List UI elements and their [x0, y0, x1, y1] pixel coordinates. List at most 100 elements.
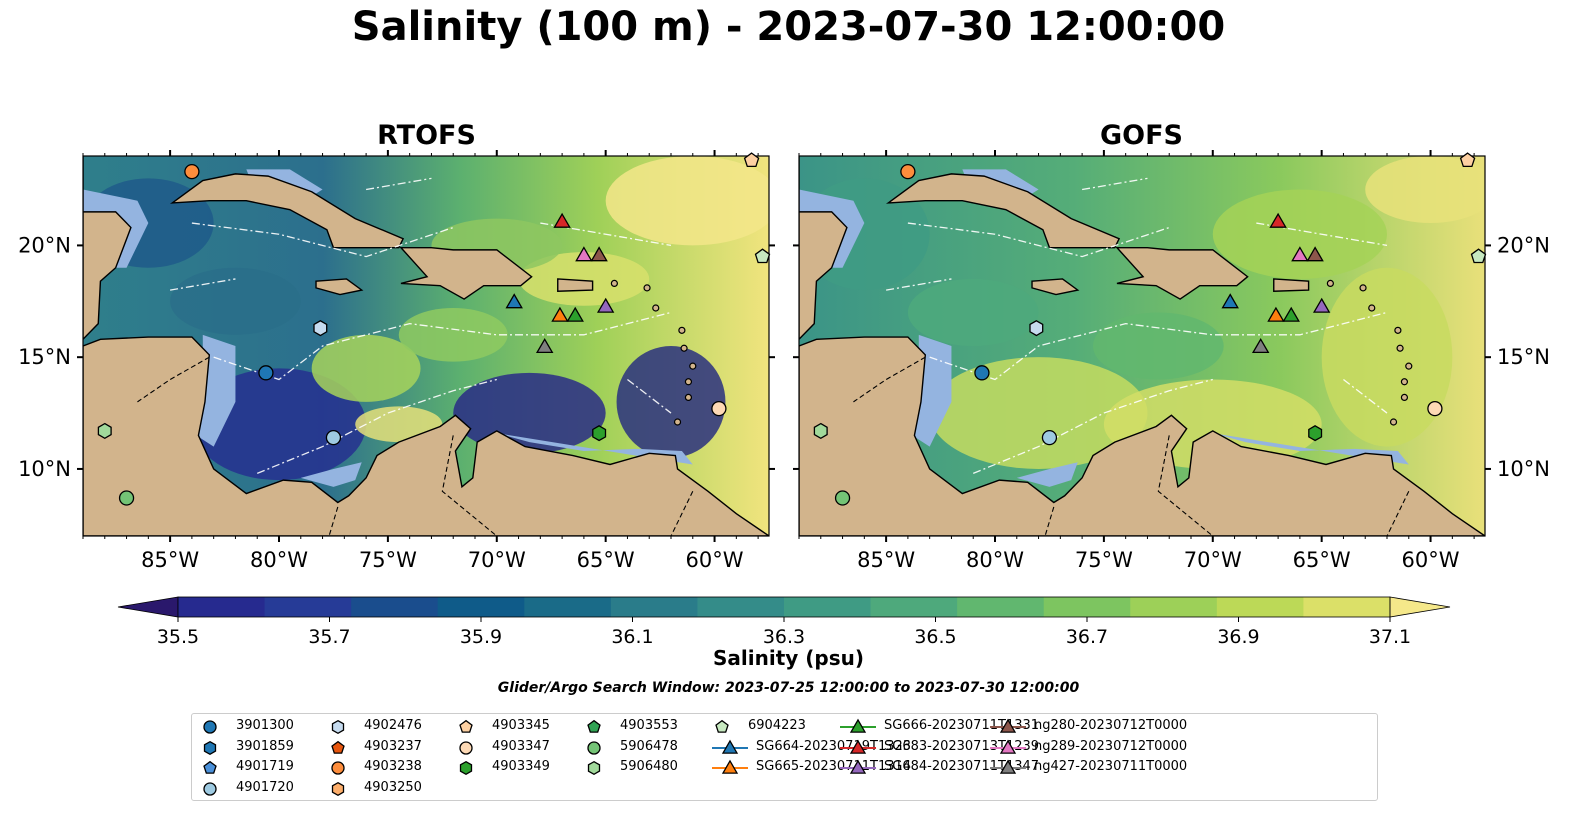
marker-4903345 [743, 152, 760, 168]
marker-SG665-20230711T1314 [1267, 306, 1285, 322]
colorbar-segment [1130, 597, 1218, 617]
eez-boundary [191, 222, 454, 258]
island [689, 362, 697, 370]
lon-tick-label: 65°W [577, 548, 635, 572]
salinity-feature [1212, 189, 1387, 279]
salinity-feature [518, 252, 650, 306]
lon-tick-label: 60°W [686, 548, 744, 572]
legend-label: 3901859 [236, 738, 294, 754]
colorbar-segment [870, 597, 958, 617]
lon-tick-label: 80°W [250, 548, 308, 572]
marker-4903349 [1308, 425, 1323, 442]
legend-marker [459, 760, 473, 776]
marker-ng280-20230712T0000 [1306, 246, 1324, 262]
island [673, 418, 682, 426]
lon-tick-label: 60°W [1402, 548, 1460, 572]
legend-triangle [999, 739, 1017, 754]
legend-marker [331, 719, 345, 735]
marker-SG684-20230711T1347 [1312, 297, 1331, 313]
marker-3901300 [258, 365, 274, 381]
land-mainland [83, 336, 769, 536]
legend-label: SG665-20230711T1314 [756, 759, 912, 774]
legend-triangle [849, 718, 867, 733]
eez-boundary [1082, 177, 1148, 191]
legend-marker [587, 740, 601, 755]
marker-SG665-20230711T1314 [551, 306, 569, 322]
marker-5906478 [834, 490, 851, 506]
country-border [1386, 491, 1410, 536]
marker-ng289-20230712T0000 [1291, 246, 1309, 262]
legend-marker [331, 761, 345, 775]
legend-label: 4903553 [620, 718, 678, 733]
legend-label: 4903345 [492, 718, 550, 733]
eez-boundary [929, 311, 1388, 381]
marker-SG684-20230711T1347 [596, 297, 615, 313]
marker-4903349 [592, 425, 607, 442]
lat-tick-label: 20°N [18, 233, 71, 257]
lon-tick-label: 75°W [359, 548, 417, 572]
legend-symbol [331, 719, 345, 735]
island [643, 284, 651, 292]
salinity-feature [616, 346, 726, 458]
legend-triangle [849, 759, 867, 774]
marker-4903347 [711, 400, 727, 417]
eez-boundary [907, 222, 1170, 258]
colorbar-segment [178, 597, 266, 617]
colorbar-segment [437, 597, 525, 617]
land-cuba [885, 173, 1121, 249]
legend-marker [331, 740, 345, 754]
colorbar-segment [957, 597, 1045, 617]
lon-tick-label: 70°W [468, 548, 526, 572]
marker-5906480 [97, 422, 112, 440]
legend-label: 5906480 [620, 759, 678, 774]
legend-label: 4901720 [236, 779, 294, 795]
legend-label: 4903347 [492, 738, 550, 754]
legend-marker [331, 781, 345, 796]
colorbar-tick-label: 36.9 [1217, 626, 1259, 645]
marker-ng289-20230712T0000 [575, 246, 593, 262]
marker-4903347 [1427, 400, 1443, 417]
island [678, 326, 686, 334]
legend-marker [712, 759, 748, 774]
legend-label: SG684-20230711T1347 [884, 759, 1040, 774]
colorbar-tick-label: 36.1 [611, 626, 653, 645]
legend-label: 4903238 [364, 759, 422, 774]
country-border [328, 506, 339, 536]
legend-triangle [721, 739, 739, 754]
legend-marker [587, 719, 601, 733]
colorbar-tick-label: 36.7 [1066, 626, 1108, 645]
colorbar-segment [610, 597, 698, 617]
figure-title: Salinity (100 m) - 2023-07-30 12:00:00 [351, 4, 1226, 50]
land-jamaica [315, 278, 364, 296]
colorbar-tick-label: 37.1 [1369, 626, 1411, 645]
map-frame [82, 155, 770, 537]
salinity-feature [605, 156, 769, 246]
legend-label: 4901719 [236, 759, 294, 774]
marker-6904223 [754, 248, 771, 264]
legend-label: 5906478 [620, 738, 678, 754]
eez-boundary [627, 379, 672, 414]
island [610, 279, 618, 288]
land-cuba [169, 173, 405, 249]
lat-tick-label: 10°N [18, 457, 71, 481]
country-border [1044, 506, 1055, 536]
marker-4903238 [900, 163, 916, 180]
marker-4903345 [1459, 152, 1476, 168]
colorbar-extend-high [1389, 596, 1451, 618]
colorbar: 35.5 35.7 35.9 36.1 36.3 36.5 36.7 36.9 37.1 [117, 596, 1451, 645]
colorbar-tick-label: 36.5 [914, 626, 956, 645]
marker-ng427-20230711T0000 [1251, 338, 1270, 354]
legend-marker [203, 720, 217, 734]
legend-symbol [203, 720, 217, 734]
legend-symbol [587, 719, 601, 733]
marker-ng280-20230712T0000 [590, 246, 608, 262]
island [652, 304, 660, 312]
colorbar-segment [784, 597, 872, 617]
legend-label: 6904223 [748, 718, 806, 733]
marker-SG664-20230719T1323 [1221, 293, 1239, 309]
legend-triangle [849, 739, 867, 754]
lon-tick-label: 75°W [1075, 548, 1133, 572]
legend-symbol [331, 781, 345, 796]
legend-label: SG664-20230719T1323 [756, 738, 912, 754]
legend-symbol [587, 760, 601, 776]
